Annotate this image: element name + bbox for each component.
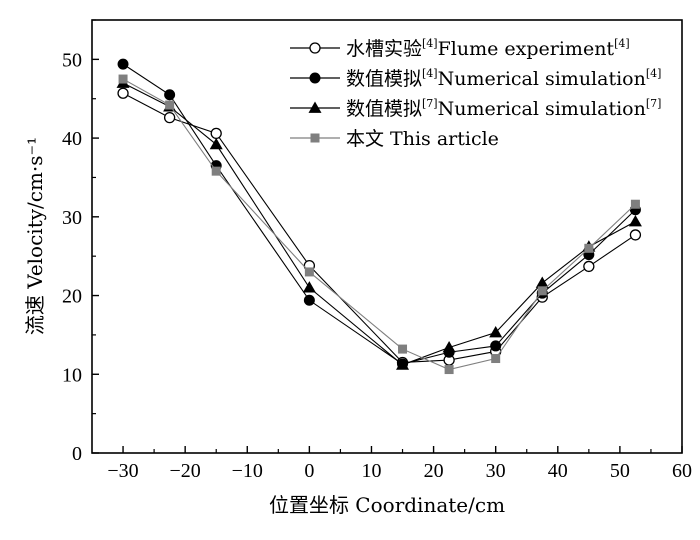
legend: 水槽实验[4]Flume experiment[4]数值模拟[4]Numeric…: [290, 37, 661, 150]
data-point-square: [211, 166, 221, 176]
legend-citation: [4]: [422, 37, 438, 50]
data-point-square: [165, 100, 175, 110]
data-point-circle: [164, 89, 176, 101]
legend-text-a: 数值模拟: [346, 98, 422, 120]
data-point-circle: [490, 340, 502, 352]
series-line-square: [122, 78, 636, 371]
plot-frame: [91, 19, 683, 454]
data-point-triangle: [489, 326, 503, 338]
legend-text-a: 数值模拟: [346, 68, 422, 90]
legend-text-b: Numerical simulation: [438, 98, 646, 120]
legend-label: 本文 This article: [346, 128, 499, 150]
y-tick-label: 50: [62, 49, 82, 71]
legend-citation: [7]: [422, 97, 438, 110]
legend-marker-circle: [309, 72, 321, 84]
data-point-square: [537, 286, 547, 296]
data-point-square: [444, 365, 454, 375]
x-tick-label: −20: [170, 460, 201, 482]
x-axis-ticks: −30 −20 −10 0 10 20 30 40 50 60: [107, 446, 692, 482]
data-point-triangle: [302, 281, 316, 293]
y-tick-label: 20: [62, 286, 82, 308]
series-line-triangle: [122, 82, 636, 366]
y-tick-label: 0: [72, 443, 82, 465]
legend-item-square: 本文 This article: [290, 128, 499, 150]
data-point-triangle: [209, 137, 223, 150]
legend-text-a: 水槽实验: [346, 38, 422, 60]
legend-item-circle: 数值模拟[4]Numerical simulation[4]: [290, 67, 661, 90]
y-tick-label: 10: [62, 364, 82, 386]
legend-text-a: 本文 This article: [346, 128, 499, 150]
legend-citation: [4]: [614, 37, 630, 50]
legend-text-b: Numerical simulation: [438, 68, 646, 90]
data-point-triangle: [535, 276, 549, 288]
data-point-square: [491, 354, 501, 364]
x-tick-label: 20: [424, 460, 444, 482]
series-square: [118, 74, 640, 375]
legend-marker-circle: [309, 42, 321, 54]
legend-marker-square: [310, 133, 320, 143]
y-tick-label: 30: [62, 207, 82, 229]
legend-label: 数值模拟[4]Numerical simulation[4]: [346, 67, 661, 90]
y-axis-title: 流速 Velocity/cm·s⁻¹: [23, 137, 47, 335]
legend-item-triangle: 数值模拟[7]Numerical simulation[7]: [290, 97, 661, 120]
x-tick-label: 40: [548, 460, 568, 482]
y-tick-label: 40: [62, 128, 82, 150]
legend-citation: [4]: [646, 67, 662, 80]
data-point-triangle: [396, 358, 410, 370]
x-tick-label: 10: [361, 460, 381, 482]
x-tick-label: −10: [232, 460, 263, 482]
y-axis-ticks: 0 10 20 30 40 50: [62, 19, 99, 465]
data-point-square: [584, 243, 594, 253]
legend-label: 数值模拟[7]Numerical simulation[7]: [346, 97, 661, 120]
legend-citation: [4]: [422, 67, 438, 80]
series-line-circle: [122, 63, 636, 365]
data-point-square: [304, 267, 314, 277]
data-point-circle: [163, 111, 176, 124]
data-point-circle: [583, 260, 595, 273]
legend-citation: [7]: [646, 97, 662, 110]
data-point-circle: [629, 229, 642, 241]
data-point-square: [118, 74, 128, 84]
x-tick-label: 0: [304, 460, 314, 482]
legend-item-circle: 水槽实验[4]Flume experiment[4]: [290, 37, 630, 60]
x-tick-label: −30: [107, 460, 138, 482]
legend-text-b: Flume experiment: [438, 38, 615, 60]
data-point-circle: [303, 294, 315, 306]
data-point-square: [630, 199, 640, 209]
data-point-circle: [117, 87, 129, 99]
x-axis-title: 位置坐标 Coordinate/cm: [269, 493, 505, 517]
x-tick-label: 50: [610, 460, 630, 482]
data-point-circle: [117, 58, 129, 70]
legend-label: 水槽实验[4]Flume experiment[4]: [346, 37, 630, 60]
data-point-triangle: [628, 215, 642, 227]
series-triangle: [116, 76, 642, 370]
x-tick-label: 30: [486, 460, 506, 482]
x-tick-label: 60: [672, 460, 692, 482]
data-point-square: [398, 344, 408, 354]
data-point-triangle: [442, 341, 456, 353]
series-layer: [116, 58, 642, 375]
data-point-circle: [210, 127, 222, 140]
legend-marker-triangle: [308, 101, 322, 113]
